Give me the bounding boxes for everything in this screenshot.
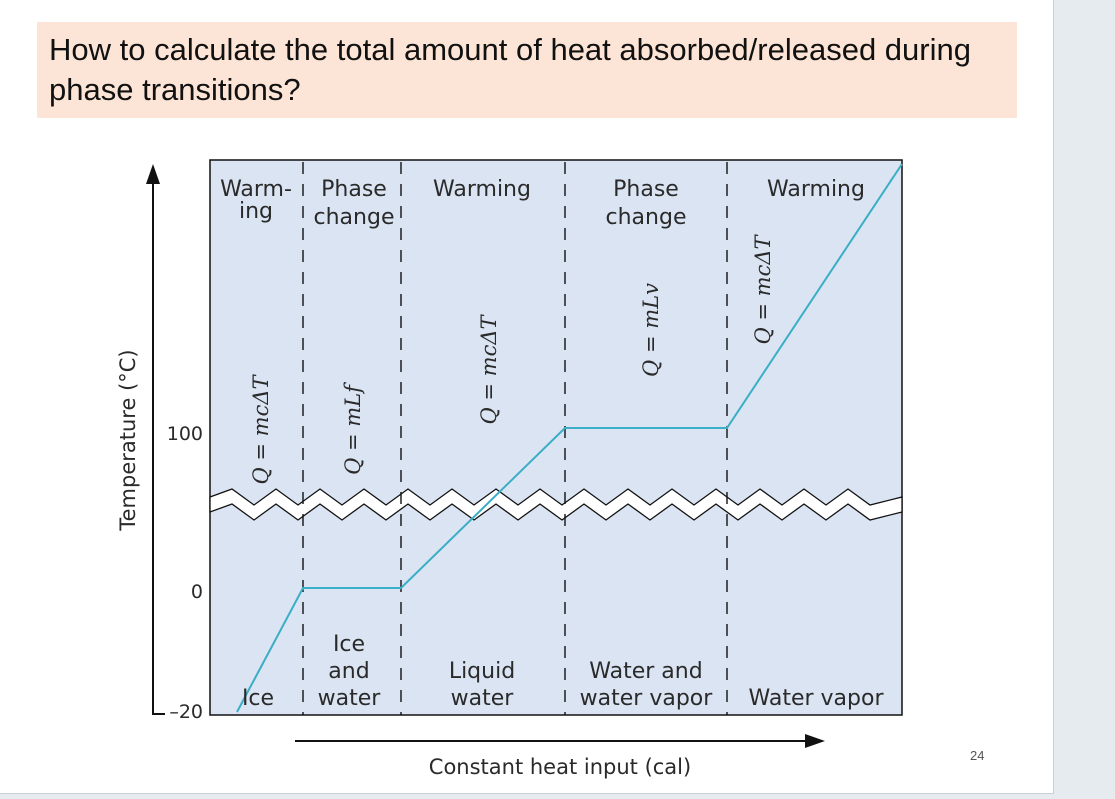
region-dividers [302,162,728,715]
region-2-top-line1: Phase [321,177,387,202]
region-5-top-line1: Warming [767,177,865,202]
region-3-bottom-line3: water [451,686,515,711]
region-2-bottom-line3: water [318,686,382,711]
y-tick-100: 100 [167,423,203,445]
title-box: How to calculate the total amount of hea… [37,22,1017,118]
page-number: 24 [970,748,985,763]
region-2-bottom-line2: and [328,659,369,684]
region-3-bottom-line2: Liquid [449,659,515,684]
region-3-top-line1: Warming [433,177,531,202]
x-axis-arrowhead [805,734,825,748]
region-2-bottom-line1: Ice [333,632,365,657]
region-4-bottom-line2: Water and [589,659,702,684]
region-4-formula: Q = mLv [639,283,663,377]
region-4-bottom-line3: water vapor [580,686,714,711]
region-3-formula: Q = mcΔT [477,314,501,425]
region-2-top-line2: change [314,205,395,230]
region-4-top-line2: change [606,205,687,230]
y-axis-arrowhead [146,164,160,184]
region-1-top-line1: Warm- [220,177,292,202]
y-axis-label: Temperature (°C) [116,349,140,531]
region-2-formula: Q = mLf [341,382,365,475]
region-4-top-line1: Phase [613,177,679,202]
y-tick-0: 0 [191,581,203,603]
y-tick-minus-20: –20 [169,701,203,723]
axis-break-band [209,488,903,521]
heating-curve [236,163,903,713]
plot-area [209,159,903,716]
x-axis-label: Constant heat input (cal) [429,755,691,779]
region-5-formula: Q = mcΔT [751,234,775,345]
slide-title: How to calculate the total amount of hea… [49,32,971,107]
region-1-bottom-line3: Ice [242,686,274,711]
region-1-top-line2: ing [239,199,273,224]
heating-curve-diagram: Temperature (°C) 100 0 –20 Constant heat… [116,159,903,779]
slide: How to calculate the total amount of hea… [0,0,1054,794]
region-5-bottom-line3: Water vapor [749,686,885,711]
region-1-formula: Q = mcΔT [249,374,273,485]
